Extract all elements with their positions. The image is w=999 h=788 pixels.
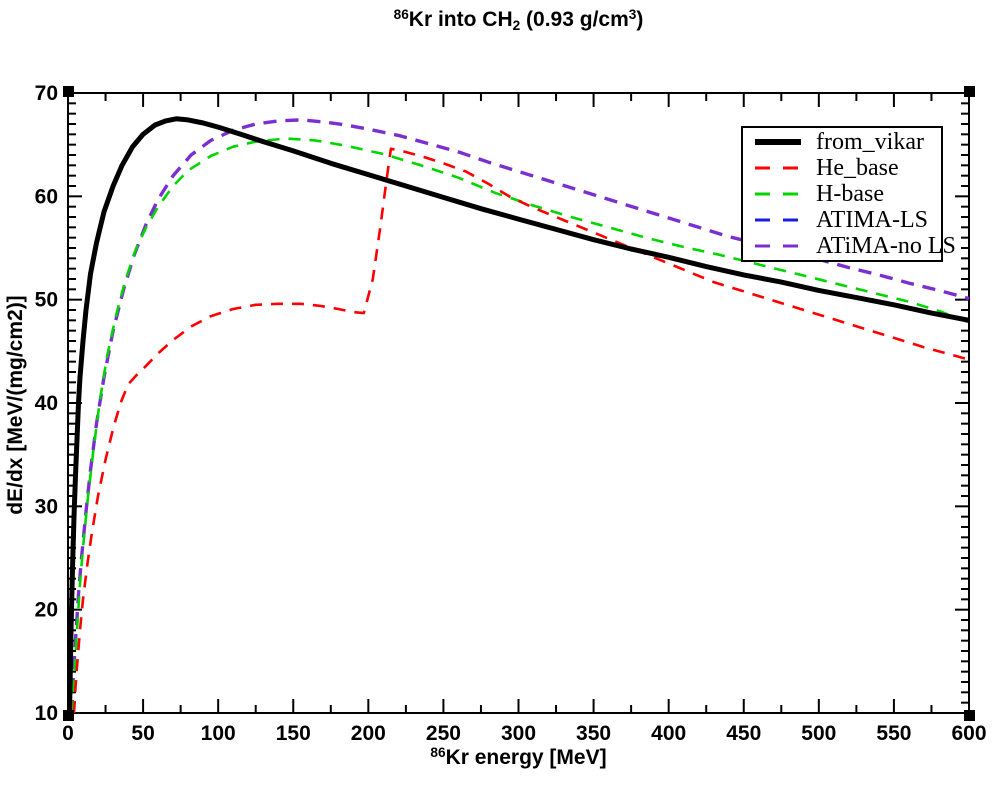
y-tick-label: 60 <box>35 185 58 208</box>
y-tick-label: 30 <box>35 495 58 518</box>
series-from-vikar-curve <box>67 116 970 714</box>
x-tick-label: 550 <box>876 722 911 745</box>
legend-line-sample-he-base <box>755 166 801 170</box>
legend-item-he-base: He_base <box>743 155 941 181</box>
x-axis-isotope-superscript: 86 <box>430 744 446 760</box>
x-axis-title: 86Kr energy [MeV] <box>68 744 969 770</box>
series-he-base-curve <box>72 147 970 714</box>
title-density: (0.93 g/cm <box>520 8 629 31</box>
y-tick-label: 50 <box>35 289 58 312</box>
legend-label: ATiMA-no LS <box>816 232 956 259</box>
legend-line-sample-atima-no-ls <box>755 244 801 248</box>
legend-label: from_vikar <box>816 128 924 155</box>
legend-label: He_base <box>816 154 899 181</box>
x-axis-title-text: Kr energy [MeV] <box>445 746 607 769</box>
legend-item-atima-ls: ATIMA-LS <box>743 207 941 233</box>
chart-title: 86Kr into CH2 (0.93 g/cm3) <box>68 6 969 34</box>
legend-label: ATIMA-LS <box>816 206 928 233</box>
x-tick-label: 50 <box>131 722 154 745</box>
x-tick-label: 400 <box>651 722 686 745</box>
x-tick-label: 500 <box>801 722 836 745</box>
legend-item-from-vikar: from_vikar <box>743 129 941 155</box>
y-tick-label: 20 <box>35 599 58 622</box>
title-close-paren: ) <box>636 8 644 31</box>
legend-line-sample-atima-ls <box>755 218 801 222</box>
x-tick-label: 250 <box>426 722 461 745</box>
x-tick-label: 300 <box>501 722 536 745</box>
title-isotope-superscript: 86 <box>393 6 409 22</box>
title-density-superscript: 3 <box>628 6 637 22</box>
legend-item-h-base: H-base <box>743 181 941 207</box>
y-tick-label: 40 <box>35 392 58 415</box>
frame-corner-marker <box>964 86 975 97</box>
x-tick-label: 200 <box>351 722 386 745</box>
y-axis-title: dE/dx [MeV/(mg/cm2)] <box>4 185 32 625</box>
legend-label: H-base <box>816 180 884 207</box>
y-tick-label: 70 <box>35 82 58 105</box>
y-tick-label: 10 <box>35 702 58 725</box>
x-tick-label: 150 <box>276 722 311 745</box>
x-tick-label: 450 <box>726 722 761 745</box>
x-tick-label: 100 <box>201 722 236 745</box>
title-body: Kr into CH <box>408 8 513 31</box>
y-axis-title-text: dE/dx [MeV/(mg/cm2)] <box>4 295 27 515</box>
frame-corner-marker <box>63 86 74 97</box>
x-tick-label: 0 <box>62 722 74 745</box>
legend-line-sample-h-base <box>755 192 801 196</box>
legend-line-sample-from-vikar <box>755 139 801 145</box>
frame-corner-marker <box>964 710 975 721</box>
x-tick-label: 350 <box>576 722 611 745</box>
frame-corner-marker <box>63 710 74 721</box>
legend-item-atima-no-ls: ATiMA-no LS <box>743 233 956 259</box>
title-formula-subscript: 2 <box>512 18 521 34</box>
series-h-base-curve <box>71 137 970 714</box>
x-tick-label: 600 <box>951 722 986 745</box>
legend: from_vikar He_base H-base ATIMA-LS ATiMA-no … <box>741 126 956 262</box>
